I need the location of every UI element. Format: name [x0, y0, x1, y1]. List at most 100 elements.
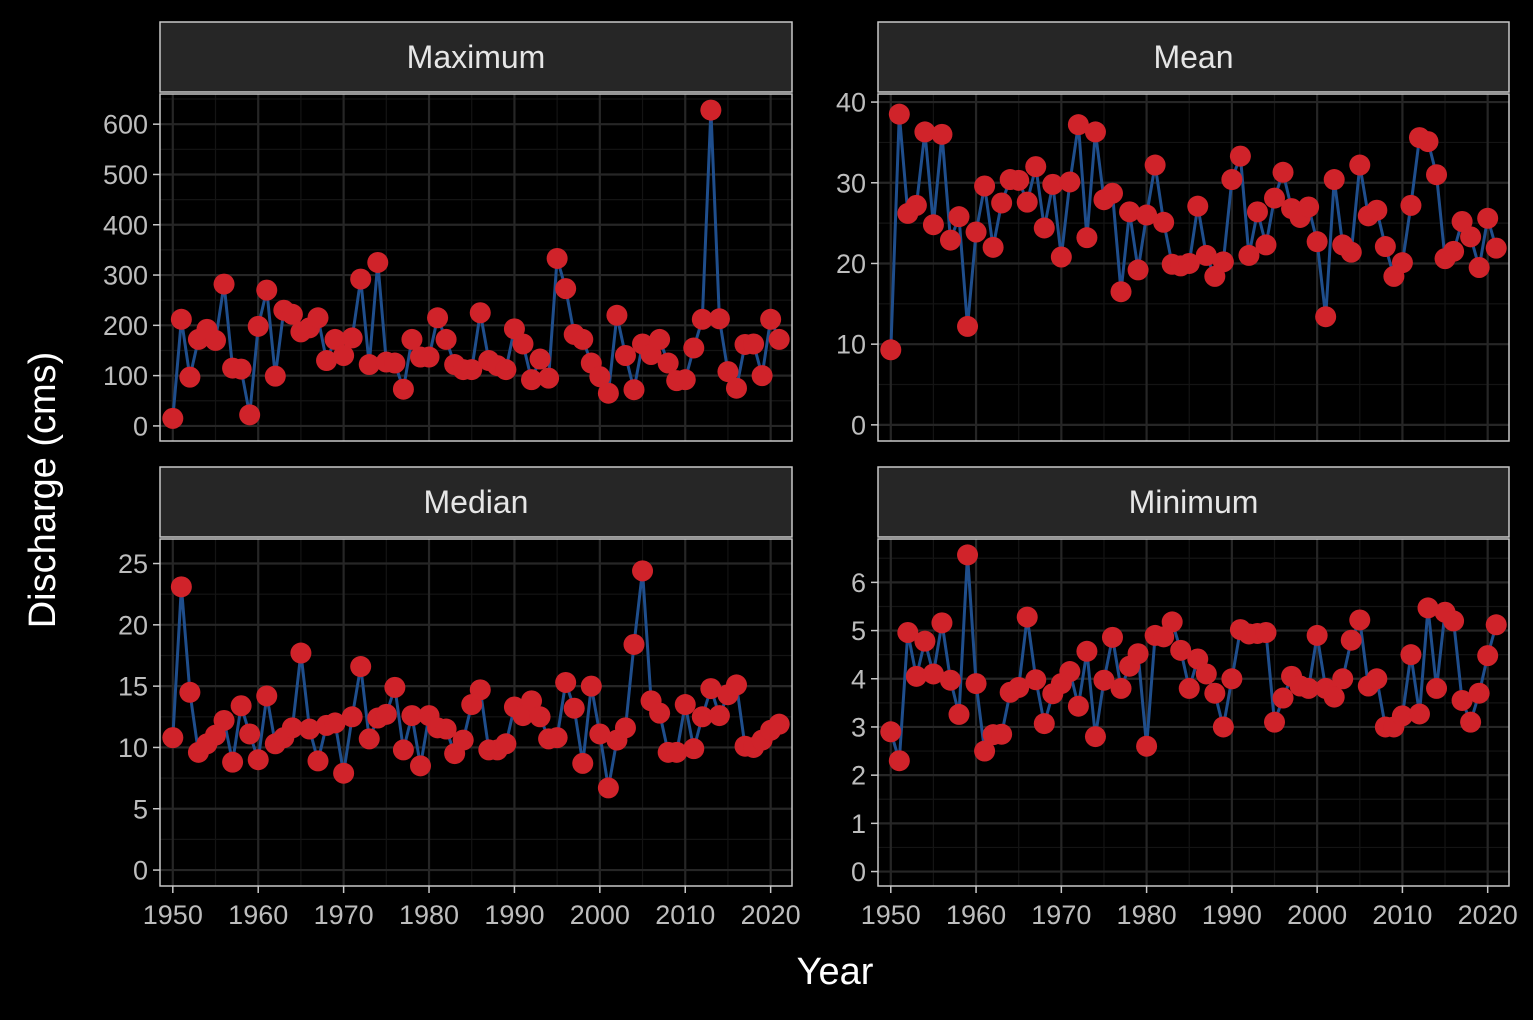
data-point: [1067, 695, 1089, 717]
data-point: [170, 308, 192, 330]
x-tick-label: 2020: [1458, 900, 1518, 930]
data-point: [1153, 211, 1175, 233]
data-point: [179, 681, 201, 703]
data-point: [649, 328, 671, 350]
data-point: [350, 656, 372, 678]
data-point: [1315, 306, 1337, 328]
y-axis-title: Discharge (cms): [22, 352, 64, 629]
data-point: [897, 621, 919, 643]
data-point: [1349, 609, 1371, 631]
x-tick-label: 1990: [1202, 900, 1262, 930]
data-point: [880, 339, 902, 361]
data-point: [247, 749, 269, 771]
data-point: [495, 359, 517, 381]
x-tick-label: 1950: [861, 900, 921, 930]
data-point: [1025, 669, 1047, 691]
data-point: [1212, 716, 1234, 738]
data-point: [1408, 703, 1430, 725]
data-point: [350, 268, 372, 290]
data-point: [1033, 713, 1055, 735]
data-point: [1272, 161, 1294, 183]
data-point: [384, 676, 406, 698]
data-point: [1101, 182, 1123, 204]
strip-background: [159, 466, 793, 538]
data-point: [546, 247, 568, 269]
data-point: [725, 674, 747, 696]
x-tick-label: 1960: [228, 900, 288, 930]
data-point: [1451, 211, 1473, 233]
data-point: [1255, 234, 1277, 256]
data-point: [649, 702, 671, 724]
data-point: [546, 727, 568, 749]
data-point: [1178, 677, 1200, 699]
data-point: [1468, 682, 1490, 704]
data-point: [957, 544, 979, 566]
data-point: [760, 308, 782, 330]
data-point: [1340, 241, 1362, 263]
data-point: [1255, 621, 1277, 643]
data-point: [1391, 252, 1413, 274]
data-point: [1059, 661, 1081, 683]
data-point: [427, 307, 449, 329]
data-point: [452, 729, 474, 751]
y-tick-label: 0: [851, 410, 866, 440]
data-point: [717, 361, 739, 383]
x-tick-label: 1960: [946, 900, 1006, 930]
data-point: [700, 678, 722, 700]
data-point: [1477, 645, 1499, 667]
x-tick-label: 1950: [143, 900, 203, 930]
data-point: [358, 354, 380, 376]
strip-title: Median: [424, 484, 529, 520]
panel-minimum: Minimum 0 1 2 3 4 5 6 1950 1960 1970 1980 1990 2000 20…: [851, 466, 1518, 930]
data-point: [563, 697, 585, 719]
data-point: [341, 327, 363, 349]
data-point: [939, 229, 961, 251]
data-point: [529, 706, 551, 728]
data-point: [674, 694, 696, 716]
data-point: [914, 121, 936, 143]
data-point: [1485, 237, 1507, 259]
data-point: [341, 706, 363, 728]
data-point: [914, 630, 936, 652]
panel-median: Median 0 5 10 15 20 25 1950 1960 1970 1980 1990 2000…: [118, 466, 801, 930]
data-point: [1477, 207, 1499, 229]
data-point: [1460, 226, 1482, 248]
data-point: [1008, 169, 1030, 191]
data-point: [1042, 173, 1064, 195]
data-point: [1374, 236, 1396, 258]
data-point: [1221, 668, 1243, 690]
data-point: [1127, 643, 1149, 665]
strip-title: Minimum: [1129, 484, 1259, 520]
strip-title: Maximum: [407, 39, 546, 75]
data-point: [1067, 114, 1089, 136]
data-point: [1426, 164, 1448, 186]
data-point: [674, 369, 696, 391]
x-tick-label: 1970: [1031, 900, 1091, 930]
data-point: [401, 705, 423, 727]
x-tick-label: 1980: [1117, 900, 1177, 930]
data-point: [239, 723, 261, 745]
data-point: [1084, 726, 1106, 748]
data-point: [222, 751, 244, 773]
y-tick-label: 5: [851, 616, 866, 646]
data-point: [589, 723, 611, 745]
data-point: [1195, 663, 1217, 685]
data-point: [1110, 677, 1132, 699]
data-point: [1298, 196, 1320, 218]
data-point: [1246, 201, 1268, 223]
data-point: [1323, 686, 1345, 708]
data-point: [170, 576, 192, 598]
data-point: [1008, 676, 1030, 698]
y-tick-label: 10: [836, 330, 866, 360]
data-point: [367, 251, 389, 273]
data-point: [991, 723, 1013, 745]
panel-border: [159, 93, 793, 442]
strip-background: [877, 21, 1510, 93]
y-tick-label: 20: [118, 610, 148, 640]
data-point: [957, 315, 979, 337]
data-point: [691, 308, 713, 330]
data-point: [1468, 257, 1490, 278]
data-point: [597, 382, 619, 404]
data-point: [529, 348, 551, 370]
data-point: [580, 675, 602, 697]
